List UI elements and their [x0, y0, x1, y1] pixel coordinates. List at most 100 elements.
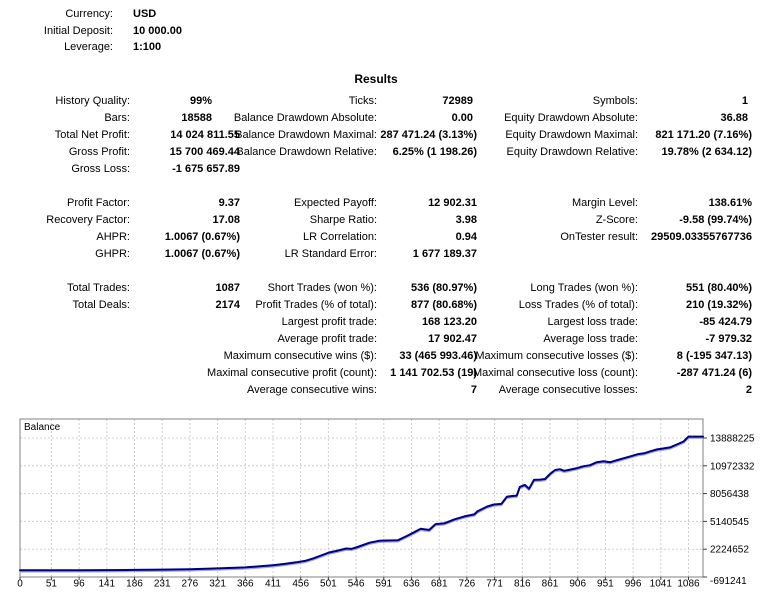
stat-label: Average profit trade:: [277, 333, 377, 345]
stat-label: Symbols:: [592, 95, 638, 107]
stat-label: Z-Score:: [595, 214, 638, 226]
stat-value: 72989: [442, 95, 473, 107]
y-axis-label: 5140545: [710, 517, 749, 528]
x-axis-label: 366: [237, 579, 254, 590]
x-axis-label: 0: [17, 579, 23, 590]
x-axis-label: 186: [126, 579, 143, 590]
stat-label: GHPR:: [95, 248, 130, 260]
x-axis-label: 546: [348, 579, 365, 590]
stat-value: 0.94: [455, 231, 477, 243]
stat-value: 821 171.20 (7.16%): [655, 129, 752, 141]
stat-label: Sharpe Ratio:: [309, 214, 377, 226]
stat-label: Gross Profit:: [68, 146, 130, 158]
chart-border: [19, 418, 704, 578]
results-title: Results: [354, 72, 398, 86]
stat-label: Profit Trades (% of total):: [255, 299, 377, 311]
stat-value: 1 141 702.53 (19): [390, 367, 477, 379]
stat-label: Total Net Profit:: [54, 129, 130, 141]
stat-label: History Quality:: [55, 95, 130, 107]
stat-label: Balance Drawdown Maximal:: [235, 129, 377, 141]
x-axis-label: 861: [542, 579, 559, 590]
stat-value: 1 677 189.37: [412, 248, 477, 260]
x-axis-label: 951: [597, 579, 614, 590]
stat-value: 877 (80.68%): [410, 299, 477, 311]
stat-value: 15 700 469.44: [169, 146, 240, 158]
x-axis-label: 276: [182, 579, 199, 590]
stat-value: 1087: [215, 282, 240, 294]
x-axis-label: 726: [459, 579, 476, 590]
field-label: Initial Deposit:: [43, 24, 113, 37]
stat-label: Ticks:: [348, 95, 377, 107]
field-label: Leverage:: [64, 41, 113, 53]
stat-value: 33 (465 993.46): [399, 350, 477, 362]
stat-value: 9.37: [218, 197, 240, 209]
x-axis-label: 51: [46, 579, 58, 590]
stat-label: Largest profit trade:: [281, 316, 377, 328]
stat-label: OnTester result:: [560, 231, 638, 243]
x-axis-label: 816: [514, 579, 531, 590]
stat-label: Short Trades (won %):: [267, 282, 377, 294]
stat-value: 8 (-195 347.13): [676, 350, 752, 362]
stat-label: Long Trades (won %):: [530, 282, 638, 294]
stat-label: Loss Trades (% of total):: [518, 299, 638, 311]
stat-value: 7: [470, 384, 477, 396]
stat-value: 29509.03355767736: [651, 231, 752, 243]
stat-value: 1.0067 (0.67%): [164, 231, 240, 243]
stat-label: Profit Factor:: [67, 197, 130, 209]
stat-value: -9.58 (99.74%): [679, 214, 752, 226]
field-label: Currency:: [65, 8, 113, 20]
balance-line: [19, 435, 704, 572]
y-axis-label: 2224652: [710, 545, 749, 556]
stat-value: 536 (80.97%): [410, 282, 477, 294]
x-axis-label: 636: [403, 579, 420, 590]
stat-value: 18588: [181, 112, 212, 124]
stat-label: Maximal consecutive loss (count):: [472, 367, 638, 379]
stat-value: 17.08: [212, 214, 240, 226]
x-axis-label: 1041: [650, 579, 673, 590]
stat-label: Recovery Factor:: [46, 214, 130, 226]
stat-value: 14 024 811.55: [170, 129, 240, 141]
x-axis-label: 141: [98, 579, 115, 590]
x-axis-label: 1086: [677, 579, 700, 590]
chart-series-label: Balance: [24, 422, 61, 433]
stat-label: Maximum consecutive losses ($):: [475, 350, 638, 362]
y-axis-label: 13888225: [710, 434, 755, 445]
stat-label: Gross Loss:: [71, 163, 130, 175]
field-value: USD: [133, 8, 157, 20]
field-value: 1:100: [133, 41, 162, 53]
stat-label: Equity Drawdown Absolute:: [504, 112, 638, 124]
stat-value: 6.25% (1 198.26): [392, 146, 477, 158]
stat-value: 551 (80.40%): [685, 282, 752, 294]
stat-value: 19.78% (2 634.12): [661, 146, 752, 158]
x-axis-label: 456: [292, 579, 309, 590]
stat-value: 1.0067 (0.67%): [164, 248, 240, 260]
stat-label: AHPR:: [96, 231, 130, 243]
stat-label: Balance Drawdown Relative:: [236, 146, 377, 158]
stat-label: Balance Drawdown Absolute:: [233, 112, 377, 124]
stat-value: 12 902.31: [428, 197, 477, 209]
stat-label: LR Correlation:: [303, 231, 377, 243]
stat-label: Maximal consecutive profit (count):: [207, 367, 377, 379]
stat-value: 0.00: [451, 112, 473, 124]
stat-value: 36.88: [720, 112, 748, 124]
stat-value: 210 (19.32%): [685, 299, 752, 311]
stat-label: Average consecutive wins:: [246, 384, 377, 396]
stat-value: 17 902.47: [428, 333, 477, 345]
x-axis-label: 501: [320, 579, 337, 590]
y-axis-label: 10972332: [710, 461, 755, 472]
stat-label: Total Trades:: [67, 282, 130, 294]
y-axis-label: -691241: [710, 576, 747, 587]
stat-label: Bars:: [104, 112, 130, 124]
x-axis-label: 906: [569, 579, 586, 590]
field-value: 10 000.00: [133, 24, 182, 37]
x-axis-label: 231: [154, 579, 171, 590]
stat-value: -7 979.32: [705, 333, 752, 345]
stat-label: Expected Payoff:: [294, 197, 377, 209]
x-axis-label: 321: [209, 579, 226, 590]
stat-value: 287 471.24 (3.13%): [380, 129, 477, 141]
stat-value: 138.61%: [708, 197, 752, 209]
y-axis-label: 8056438: [710, 489, 749, 500]
stat-label: LR Standard Error:: [284, 248, 377, 260]
